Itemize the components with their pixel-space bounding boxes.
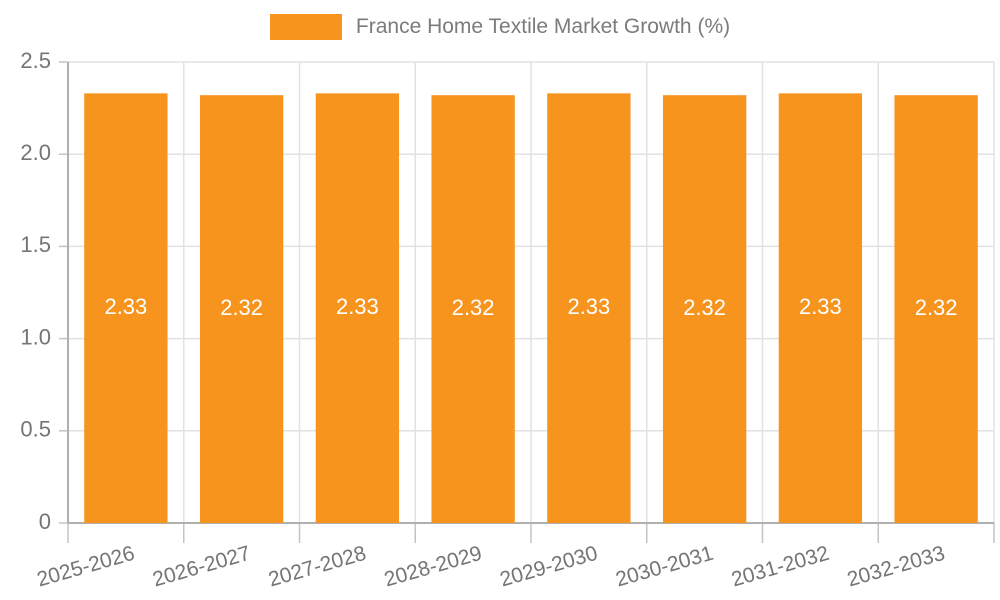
- y-tick-label: 2.0: [20, 140, 51, 165]
- x-tick-label: 2029-2030: [497, 542, 600, 592]
- bar[interactable]: [431, 95, 515, 523]
- bar[interactable]: [778, 93, 863, 524]
- bar[interactable]: [84, 93, 168, 524]
- legend-swatch[interactable]: [269, 14, 342, 40]
- y-tick-label: 0: [39, 509, 51, 534]
- y-tick-label: 1.0: [20, 324, 51, 349]
- bar-value-label: 2.33: [567, 294, 610, 319]
- x-tick-label: 2027-2028: [266, 542, 369, 592]
- bar-value-label: 2.33: [336, 294, 379, 319]
- x-tick-label: 2030-2031: [613, 542, 716, 592]
- bar[interactable]: [315, 93, 400, 524]
- legend: France Home Textile Market Growth (%): [0, 14, 1000, 40]
- y-tick-label: 1.5: [20, 232, 51, 257]
- bar-value-label: 2.32: [220, 295, 263, 320]
- bar-value-label: 2.33: [104, 294, 147, 319]
- bar[interactable]: [199, 95, 284, 523]
- bar[interactable]: [547, 93, 631, 524]
- bar[interactable]: [662, 95, 747, 523]
- legend-label[interactable]: France Home Textile Market Growth (%): [355, 15, 731, 38]
- bar-value-label: 2.32: [915, 295, 958, 320]
- x-tick-label: 2028-2029: [382, 542, 485, 592]
- y-tick-label: 2.5: [20, 48, 51, 73]
- x-tick-label: 2026-2027: [150, 542, 253, 592]
- x-tick-label: 2031-2032: [729, 542, 832, 592]
- bar-value-label: 2.32: [683, 295, 726, 320]
- x-tick-label: 2032-2033: [845, 542, 948, 592]
- bar-value-label: 2.32: [452, 295, 495, 320]
- bar-value-label: 2.33: [799, 294, 842, 319]
- x-tick-label: 2025-2026: [34, 542, 137, 592]
- y-tick-label: 0.5: [20, 417, 51, 442]
- bar[interactable]: [894, 95, 978, 523]
